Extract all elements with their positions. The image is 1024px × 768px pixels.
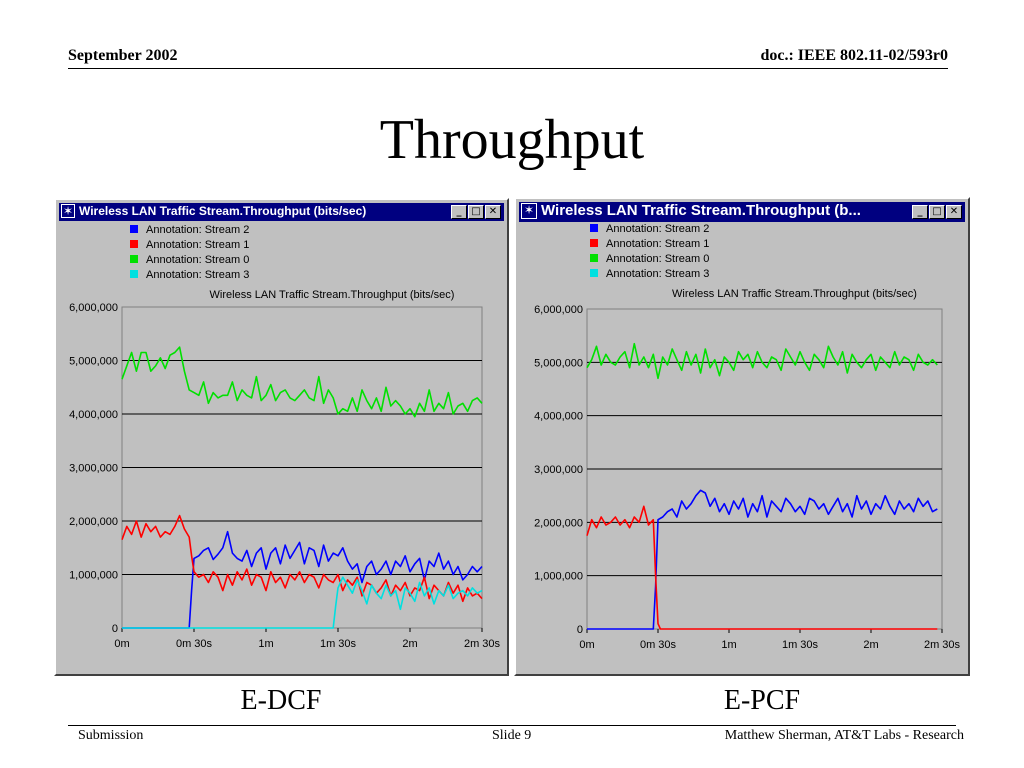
legend-swatch	[130, 270, 138, 278]
maximize-button[interactable]: □	[468, 205, 484, 219]
y-tick-label: 5,000,000	[534, 357, 583, 369]
x-tick-label: 0m 30s	[640, 639, 677, 651]
legend-swatch	[590, 239, 598, 247]
slide-title: Throughput	[379, 109, 645, 171]
legend-label: Annotation: Stream 1	[606, 238, 709, 250]
caption-epcf: E-PCF	[723, 685, 801, 716]
x-tick-label: 0m	[579, 639, 594, 651]
window-app-icon[interactable]: ✶	[521, 203, 537, 219]
series-line-0	[122, 530, 483, 629]
x-tick-label: 1m 30s	[320, 638, 357, 650]
x-tick-label: 2m 30s	[924, 639, 961, 651]
x-tick-label: 1m 30s	[782, 639, 819, 651]
legend-label: Annotation: Stream 0	[606, 253, 709, 265]
legend-label: Annotation: Stream 1	[146, 239, 249, 251]
window-title: Wireless LAN Traffic Stream.Throughput (…	[541, 202, 861, 219]
legend-label: Annotation: Stream 2	[146, 224, 249, 236]
y-tick-label: 2,000,000	[69, 516, 118, 528]
y-tick-label: 3,000,000	[69, 463, 118, 475]
series-line-0	[587, 489, 938, 630]
header-rule	[68, 68, 948, 69]
chart-window-epcf: ✶ Wireless LAN Traffic Stream.Throughput…	[514, 197, 970, 676]
series-line-3	[122, 576, 483, 629]
chart-title: Wireless LAN Traffic Stream.Throughput (…	[210, 289, 455, 301]
y-tick-label: 1,000,000	[69, 570, 118, 582]
x-tick-label: 0m 30s	[176, 638, 213, 650]
close-button[interactable]: ✕	[946, 205, 962, 219]
window-titlebar[interactable]: ✶ Wireless LAN Traffic Stream.Throughput…	[519, 202, 965, 222]
chart-window-edcf: ✶ Wireless LAN Traffic Stream.Throughput…	[54, 198, 509, 676]
x-tick-label: 0m	[114, 638, 129, 650]
y-tick-label: 1,000,000	[534, 571, 583, 583]
chart-title: Wireless LAN Traffic Stream.Throughput (…	[672, 288, 917, 300]
close-button[interactable]: ✕	[485, 205, 501, 219]
x-tick-label: 2m	[863, 639, 878, 651]
legend-swatch	[130, 240, 138, 248]
legend-swatch	[590, 269, 598, 277]
footer-rule	[68, 725, 956, 726]
minimize-button[interactable]: _	[912, 205, 928, 219]
y-tick-label: 5,000,000	[69, 356, 118, 368]
x-tick-label: 2m	[402, 638, 417, 650]
window-app-icon[interactable]: ✶	[61, 204, 75, 218]
x-tick-label: 2m 30s	[464, 638, 501, 650]
footer-author: Matthew Sherman, AT&T Labs - Research	[724, 728, 964, 743]
legend-swatch	[590, 254, 598, 262]
series-line-2	[121, 346, 483, 418]
y-tick-label: 0	[577, 624, 583, 636]
window-title: Wireless LAN Traffic Stream.Throughput (…	[79, 204, 367, 218]
series-line-2	[586, 342, 938, 380]
y-tick-label: 4,000,000	[534, 411, 583, 423]
y-tick-label: 0	[112, 623, 118, 635]
y-tick-label: 6,000,000	[534, 304, 583, 316]
x-tick-label: 1m	[258, 638, 273, 650]
y-tick-label: 4,000,000	[69, 409, 118, 421]
legend-label: Annotation: Stream 3	[606, 268, 709, 280]
y-tick-label: 6,000,000	[69, 302, 118, 314]
x-tick-label: 1m	[721, 639, 736, 651]
window-titlebar[interactable]: ✶ Wireless LAN Traffic Stream.Throughput…	[59, 203, 504, 221]
legend-label: Annotation: Stream 3	[146, 269, 249, 281]
maximize-button[interactable]: □	[929, 205, 945, 219]
legend-swatch	[130, 255, 138, 263]
y-tick-label: 3,000,000	[534, 464, 583, 476]
footer-submission: Submission	[78, 728, 144, 743]
legend-label: Annotation: Stream 2	[606, 223, 709, 235]
legend-label: Annotation: Stream 0	[146, 254, 249, 266]
caption-edcf: E-DCF	[240, 685, 322, 716]
throughput-chart-edcf: Annotation: Stream 2 Annotation: Stream 1…	[69, 224, 501, 650]
series-line-1	[586, 505, 938, 630]
legend-swatch	[590, 224, 598, 232]
throughput-chart-epcf: Annotation: Stream 2 Annotation: Stream 1…	[534, 223, 961, 651]
footer-slide-number: Slide 9	[492, 728, 532, 743]
header-doc-id: doc.: IEEE 802.11-02/593r0	[760, 47, 948, 64]
y-tick-label: 2,000,000	[534, 517, 583, 529]
legend-swatch	[130, 225, 138, 233]
minimize-button[interactable]: _	[451, 205, 467, 219]
header-date: September 2002	[68, 47, 178, 64]
